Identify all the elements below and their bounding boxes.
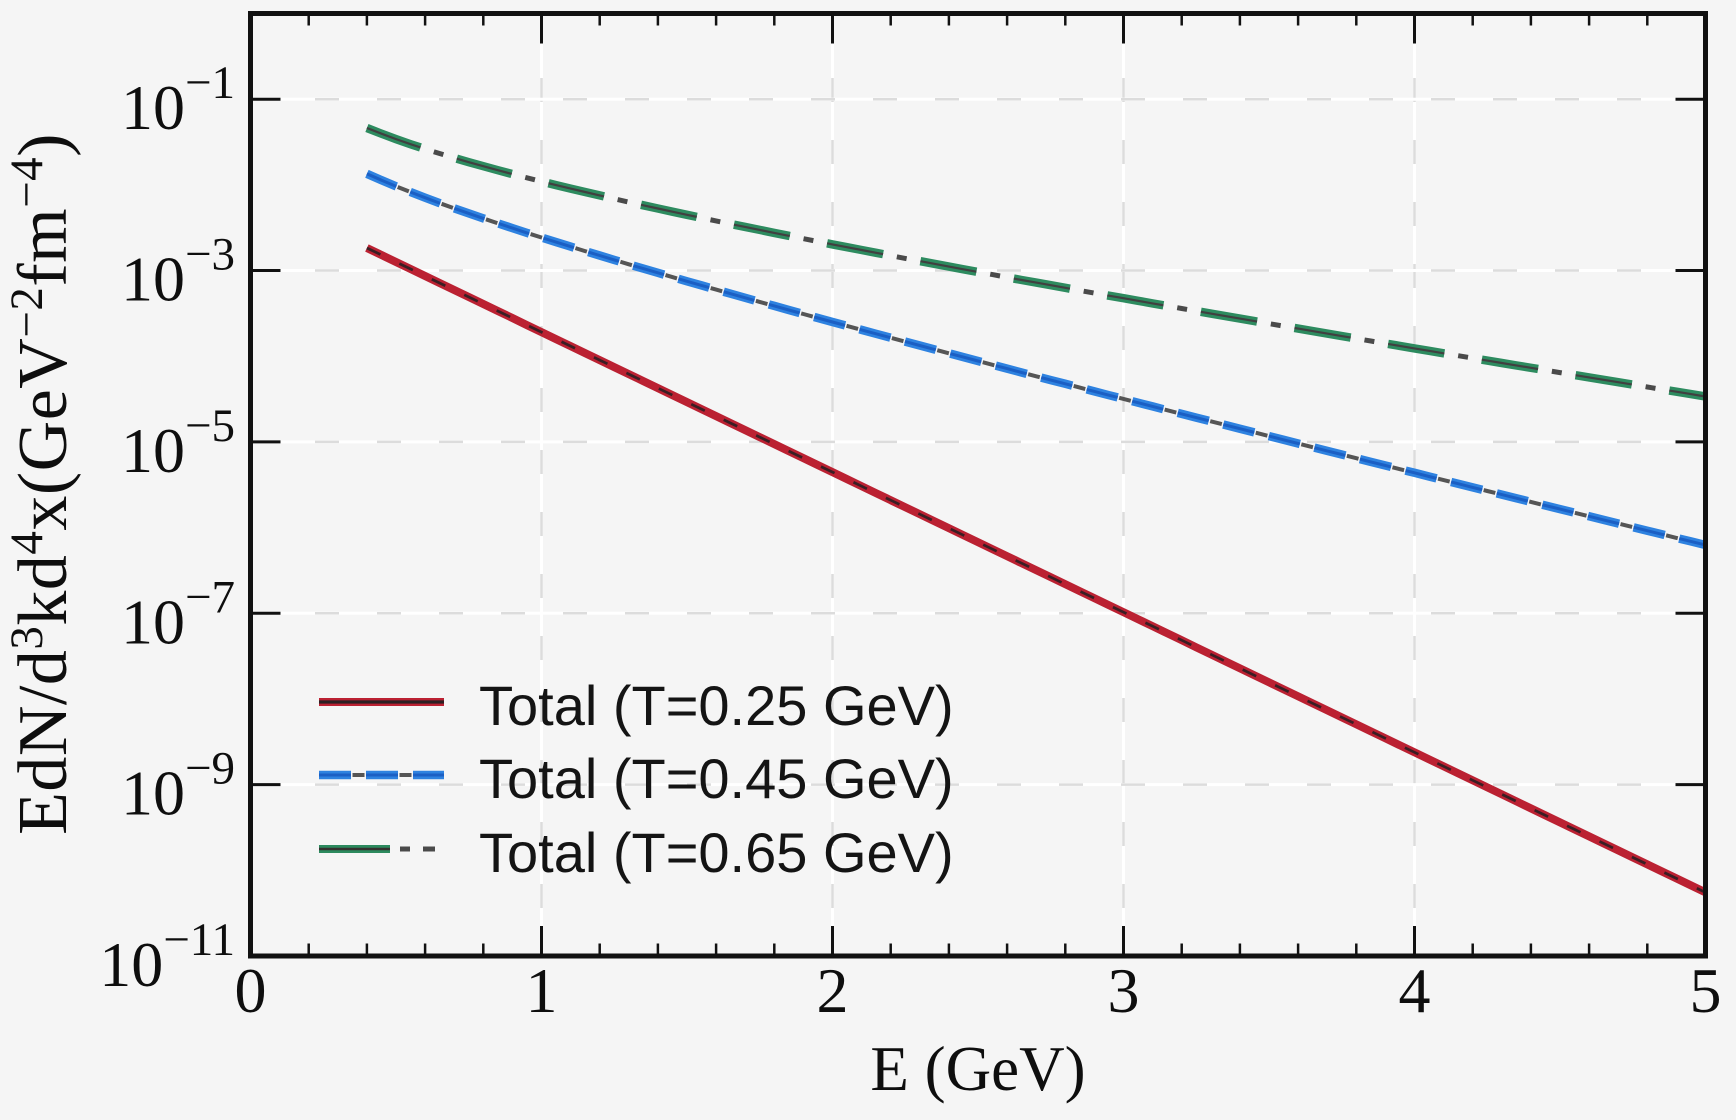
svg-text:0: 0 (235, 955, 267, 1026)
svg-text:5: 5 (1690, 955, 1722, 1026)
svg-text:EdN/d3kd4x(GeV−2fm−4): EdN/d3kd4x(GeV−2fm−4) (1, 133, 82, 835)
svg-text:1: 1 (526, 955, 558, 1026)
svg-text:Total (T=0.25 GeV): Total (T=0.25 GeV) (479, 674, 954, 737)
svg-text:E (GeV): E (GeV) (870, 1034, 1085, 1104)
svg-text:Total (T=0.65 GeV): Total (T=0.65 GeV) (479, 821, 954, 884)
svg-text:3: 3 (1108, 955, 1140, 1026)
svg-text:2: 2 (817, 955, 849, 1026)
svg-text:Total (T=0.45 GeV): Total (T=0.45 GeV) (479, 747, 954, 810)
svg-text:4: 4 (1399, 955, 1431, 1026)
